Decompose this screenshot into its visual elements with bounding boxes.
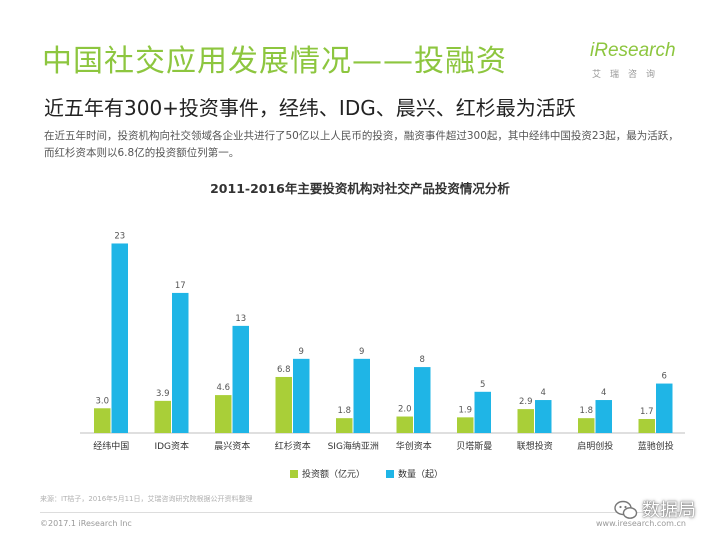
bar-count bbox=[353, 358, 370, 433]
data-label-count: 23 bbox=[114, 231, 125, 241]
legend-swatch-count bbox=[386, 470, 394, 478]
data-label-amount: 3.0 bbox=[95, 396, 109, 406]
data-label-amount: 2.9 bbox=[519, 397, 533, 407]
data-label-count: 4 bbox=[601, 388, 606, 398]
logo-text: iResearch bbox=[590, 40, 676, 61]
data-label-count: 9 bbox=[299, 347, 304, 357]
footer-divider bbox=[40, 512, 680, 513]
logo-subtext: 艾瑞咨询 bbox=[592, 70, 665, 80]
x-tick-label: 红杉资本 bbox=[275, 440, 311, 452]
bar-count bbox=[111, 243, 128, 433]
site-url: www.iresearch.com.cn bbox=[596, 519, 686, 528]
watermark-text: 数据局 bbox=[642, 500, 696, 521]
bar-amount bbox=[154, 400, 171, 433]
data-label-count: 9 bbox=[359, 347, 364, 357]
bar-amount bbox=[638, 418, 655, 433]
watermark: 数据局 bbox=[612, 488, 720, 540]
bar-amount bbox=[396, 416, 413, 433]
bar-count bbox=[414, 367, 431, 433]
x-tick-label: 蓝驰创投 bbox=[638, 440, 674, 452]
bar-count bbox=[656, 383, 673, 433]
bar-amount bbox=[275, 376, 292, 433]
x-tick-label: 华创资本 bbox=[396, 440, 432, 452]
data-label-amount: 1.7 bbox=[640, 407, 654, 417]
bar-amount bbox=[578, 418, 595, 433]
data-label-count: 5 bbox=[480, 380, 485, 390]
x-tick-label: 晨兴资本 bbox=[214, 440, 250, 452]
legend-swatch-amount bbox=[290, 470, 298, 478]
x-tick-label: IDG资本 bbox=[154, 440, 189, 452]
bar-count bbox=[535, 400, 552, 433]
bar-count bbox=[232, 325, 249, 433]
x-tick-label: SIG海纳亚洲 bbox=[328, 440, 379, 452]
copyright-text: ©2017.1 iResearch Inc bbox=[40, 519, 132, 528]
bar-count bbox=[474, 391, 491, 433]
bar-amount bbox=[215, 395, 232, 433]
description-text: 在近五年时间，投资机构向社交领域各企业共进行了50亿以上人民币的投资，融资事件超… bbox=[44, 130, 679, 159]
data-label-count: 4 bbox=[541, 388, 546, 398]
data-label-amount: 2.0 bbox=[398, 405, 412, 415]
bar-amount bbox=[94, 408, 111, 433]
page-subtitle: 近五年有300+投资事件，经纬、IDG、晨兴、红杉最为活跃 bbox=[44, 96, 576, 120]
data-label-count: 6 bbox=[662, 372, 667, 382]
bar-count bbox=[293, 358, 310, 433]
x-tick-label: 经纬中国 bbox=[93, 440, 129, 452]
data-label-amount: 4.6 bbox=[216, 383, 230, 393]
data-label-count: 8 bbox=[420, 355, 425, 365]
bar-count bbox=[172, 292, 189, 433]
bar-amount bbox=[517, 409, 534, 433]
data-label-amount: 6.8 bbox=[277, 365, 291, 375]
iresearch-logo: iResearch 艾瑞咨询 bbox=[590, 40, 690, 80]
legend-label-count: 数量（起） bbox=[398, 468, 443, 480]
chat-bubble-icon bbox=[614, 500, 638, 519]
data-label-count: 17 bbox=[175, 281, 186, 291]
bar-count bbox=[595, 400, 612, 433]
page-title: 中国社交应用发展情况——投融资 bbox=[42, 44, 507, 79]
data-label-amount: 1.9 bbox=[458, 405, 472, 415]
bar-amount bbox=[336, 418, 353, 433]
source-note: 来源：IT桔子，2016年5月11日，艾瑞咨询研究院根据公开资料整理 bbox=[40, 495, 253, 503]
x-tick-label: 联想投资 bbox=[517, 440, 553, 452]
data-label-amount: 1.8 bbox=[579, 406, 593, 416]
data-label-amount: 1.8 bbox=[337, 406, 351, 416]
x-tick-label: 启明创投 bbox=[577, 440, 613, 452]
bar-chart: 3.0 23 经纬中国 3.9 17 IDG资本 4.6 13 晨兴资本 6.8 9 红杉资本 1.8 9… bbox=[80, 231, 685, 480]
x-tick-label: 贝塔斯曼 bbox=[456, 440, 492, 452]
chart-title: 2011-2016年主要投资机构对社交产品投资情况分析 bbox=[210, 181, 510, 196]
bar-amount bbox=[457, 417, 474, 433]
data-label-count: 13 bbox=[235, 314, 246, 324]
legend-label-amount: 投资额（亿元） bbox=[302, 468, 365, 480]
data-label-amount: 3.9 bbox=[156, 389, 170, 399]
